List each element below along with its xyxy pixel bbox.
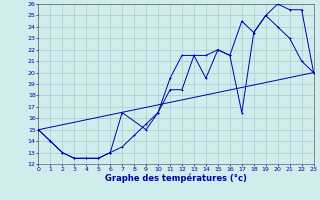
X-axis label: Graphe des températures (°c): Graphe des températures (°c)	[105, 173, 247, 183]
